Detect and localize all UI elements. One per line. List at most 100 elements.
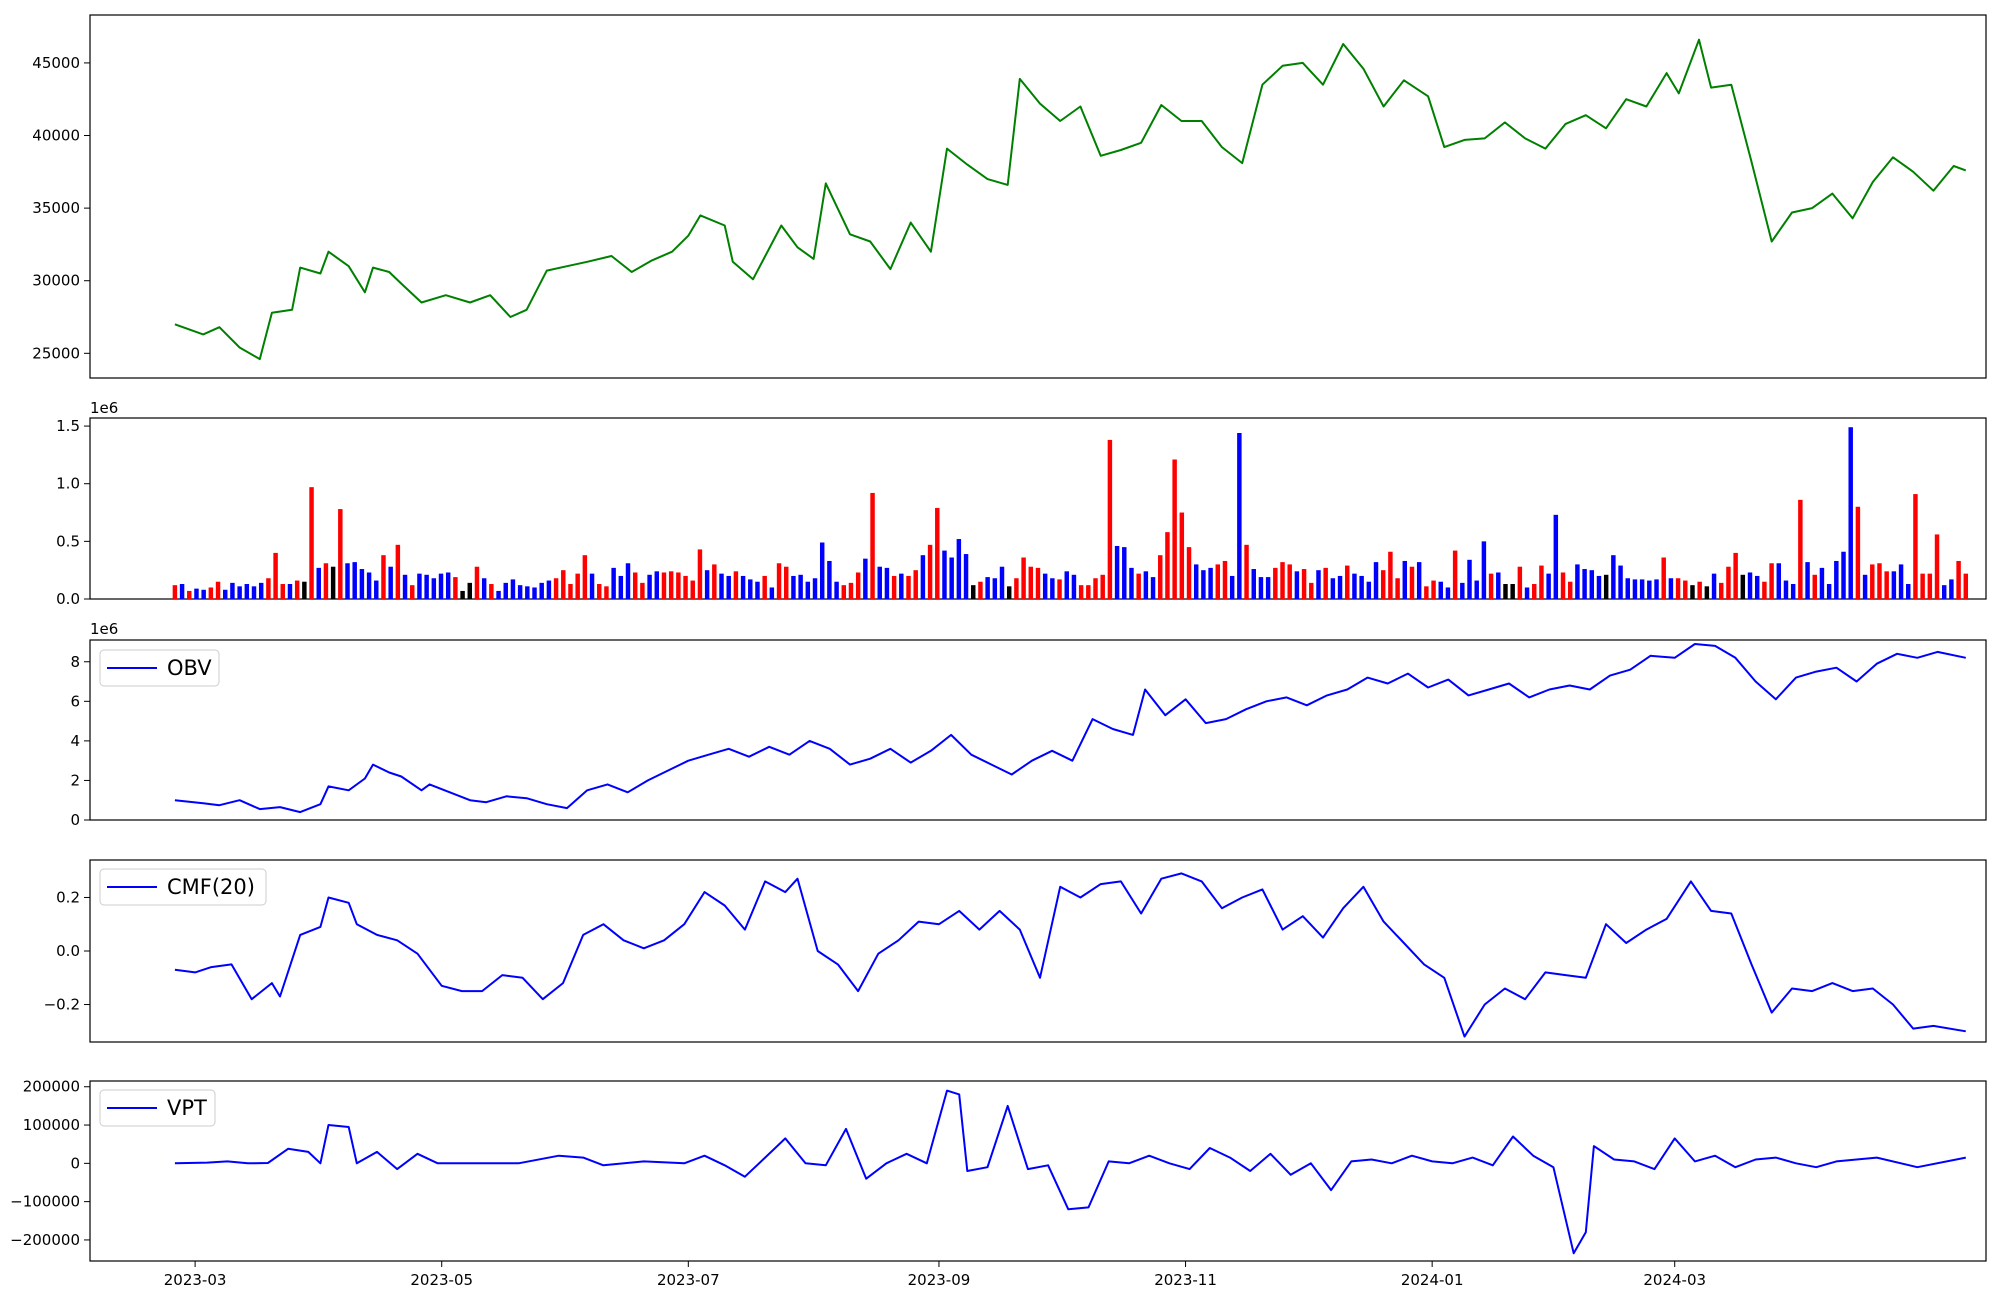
volume-bar	[1920, 573, 1925, 599]
price-y-axis: 25000 30000 35000 40000 45000	[32, 54, 90, 362]
volume-bar	[899, 573, 904, 599]
volume-bar	[704, 570, 710, 599]
volume-y-axis: 0.0 0.5 1.0 1.5	[56, 417, 90, 608]
vpt-y-tick-label: −200000	[10, 1231, 80, 1249]
volume-bar	[1402, 560, 1408, 599]
volume-bar	[812, 578, 818, 599]
volume-bar	[1812, 574, 1817, 599]
volume-bar	[474, 566, 480, 599]
volume-bar	[1309, 582, 1314, 599]
volume-bar	[769, 587, 775, 599]
volume-bar	[1611, 555, 1616, 599]
volume-bar	[1661, 557, 1666, 599]
volume-bar	[1740, 574, 1746, 599]
volume-bar	[676, 572, 681, 599]
volume-bar	[1208, 567, 1213, 599]
volume-bar	[1963, 573, 1969, 599]
obv-y-tick-label: 2	[70, 771, 80, 789]
volume-bar	[1618, 565, 1623, 599]
volume-bar	[913, 570, 918, 599]
volume-bar	[740, 575, 746, 599]
volume-bar	[1675, 578, 1681, 599]
volume-bar	[438, 573, 444, 599]
volume-bar	[640, 582, 645, 599]
volume-bar	[1280, 562, 1285, 599]
volume-bar	[604, 586, 609, 599]
volume-bar	[632, 572, 638, 599]
cmf-panel: −0.2 0.0 0.2 CMF(20)	[44, 859, 1987, 1043]
volume-bar	[1035, 567, 1041, 599]
volume-bar	[1798, 499, 1803, 599]
volume-panel: 0.0 0.5 1.0 1.5 1e6	[56, 399, 1987, 608]
vpt-y-tick-label: 0	[70, 1154, 80, 1172]
volume-bar	[1316, 570, 1321, 599]
cmf-line	[174, 872, 1966, 1038]
x-tick-label: 2024-03	[1643, 1271, 1706, 1289]
volume-bar	[1711, 573, 1717, 599]
volume-offset-label: 1e6	[90, 399, 118, 417]
volume-bar	[187, 590, 192, 599]
volume-bar	[1826, 584, 1832, 599]
volume-bar	[719, 573, 724, 599]
volume-bar	[784, 566, 789, 599]
volume-bar	[1251, 569, 1256, 599]
volume-bar	[726, 575, 731, 599]
volume-bar	[1747, 572, 1753, 599]
volume-bar	[532, 587, 537, 599]
volume-bar	[1064, 571, 1069, 599]
volume-bar	[1028, 566, 1034, 599]
volume-bar	[1395, 578, 1400, 599]
volume-bar	[1136, 573, 1141, 599]
volume-bar	[1416, 562, 1422, 599]
volume-bar	[1366, 581, 1372, 599]
volume-bar	[273, 552, 278, 599]
volume-bar	[1567, 581, 1573, 599]
volume-bar	[1424, 586, 1429, 599]
volume-bar	[1222, 560, 1228, 599]
volume-bar	[1582, 569, 1587, 599]
volume-bar	[366, 572, 372, 599]
volume-bar	[891, 575, 897, 599]
volume-bar	[819, 542, 825, 599]
price-y-tick-label: 40000	[32, 127, 80, 145]
volume-bar	[755, 581, 760, 599]
volume-bar	[1783, 580, 1789, 599]
volume-bar	[1057, 579, 1062, 599]
cmf-y-axis: −0.2 0.0 0.2	[44, 888, 90, 1014]
volume-y-tick-label: 0.0	[56, 590, 80, 608]
volume-bar	[877, 566, 882, 599]
volume-bar	[848, 582, 854, 599]
volume-bar	[1790, 584, 1796, 599]
volume-bar	[1215, 564, 1221, 599]
vpt-legend-box	[99, 1089, 216, 1127]
volume-bar	[1201, 570, 1206, 599]
volume-bar	[1524, 587, 1530, 599]
volume-bar	[855, 572, 861, 599]
volume-bar	[1704, 586, 1710, 599]
volume-bar	[215, 581, 221, 599]
volume-bar	[920, 555, 926, 599]
volume-bar	[1330, 578, 1336, 599]
date-x-axis: 2023-03 2023-05 2023-07 2023-09 2023-11 2024-…	[164, 1261, 1706, 1289]
volume-bar	[1834, 560, 1839, 599]
volume-bar	[791, 575, 796, 599]
volume-bar	[1258, 577, 1264, 599]
volume-bar	[1884, 571, 1889, 599]
volume-y-tick-label: 0.5	[56, 532, 80, 550]
volume-bar	[582, 555, 588, 599]
volume-bar	[1467, 559, 1472, 599]
volume-bar	[1294, 571, 1300, 599]
volume-bar	[1762, 581, 1767, 599]
volume-bar	[1805, 562, 1810, 599]
volume-bar	[1431, 580, 1436, 599]
vpt-panel-frame	[89, 1080, 1987, 1262]
volume-bar	[1654, 579, 1659, 599]
volume-bar	[1546, 573, 1551, 599]
volume-bar	[223, 589, 228, 599]
volume-bar	[1589, 570, 1595, 599]
volume-bar	[748, 579, 753, 599]
volume-bar	[1596, 575, 1602, 599]
volume-bar	[1122, 547, 1127, 599]
volume-bar	[668, 571, 674, 599]
volume-bar	[388, 566, 393, 599]
